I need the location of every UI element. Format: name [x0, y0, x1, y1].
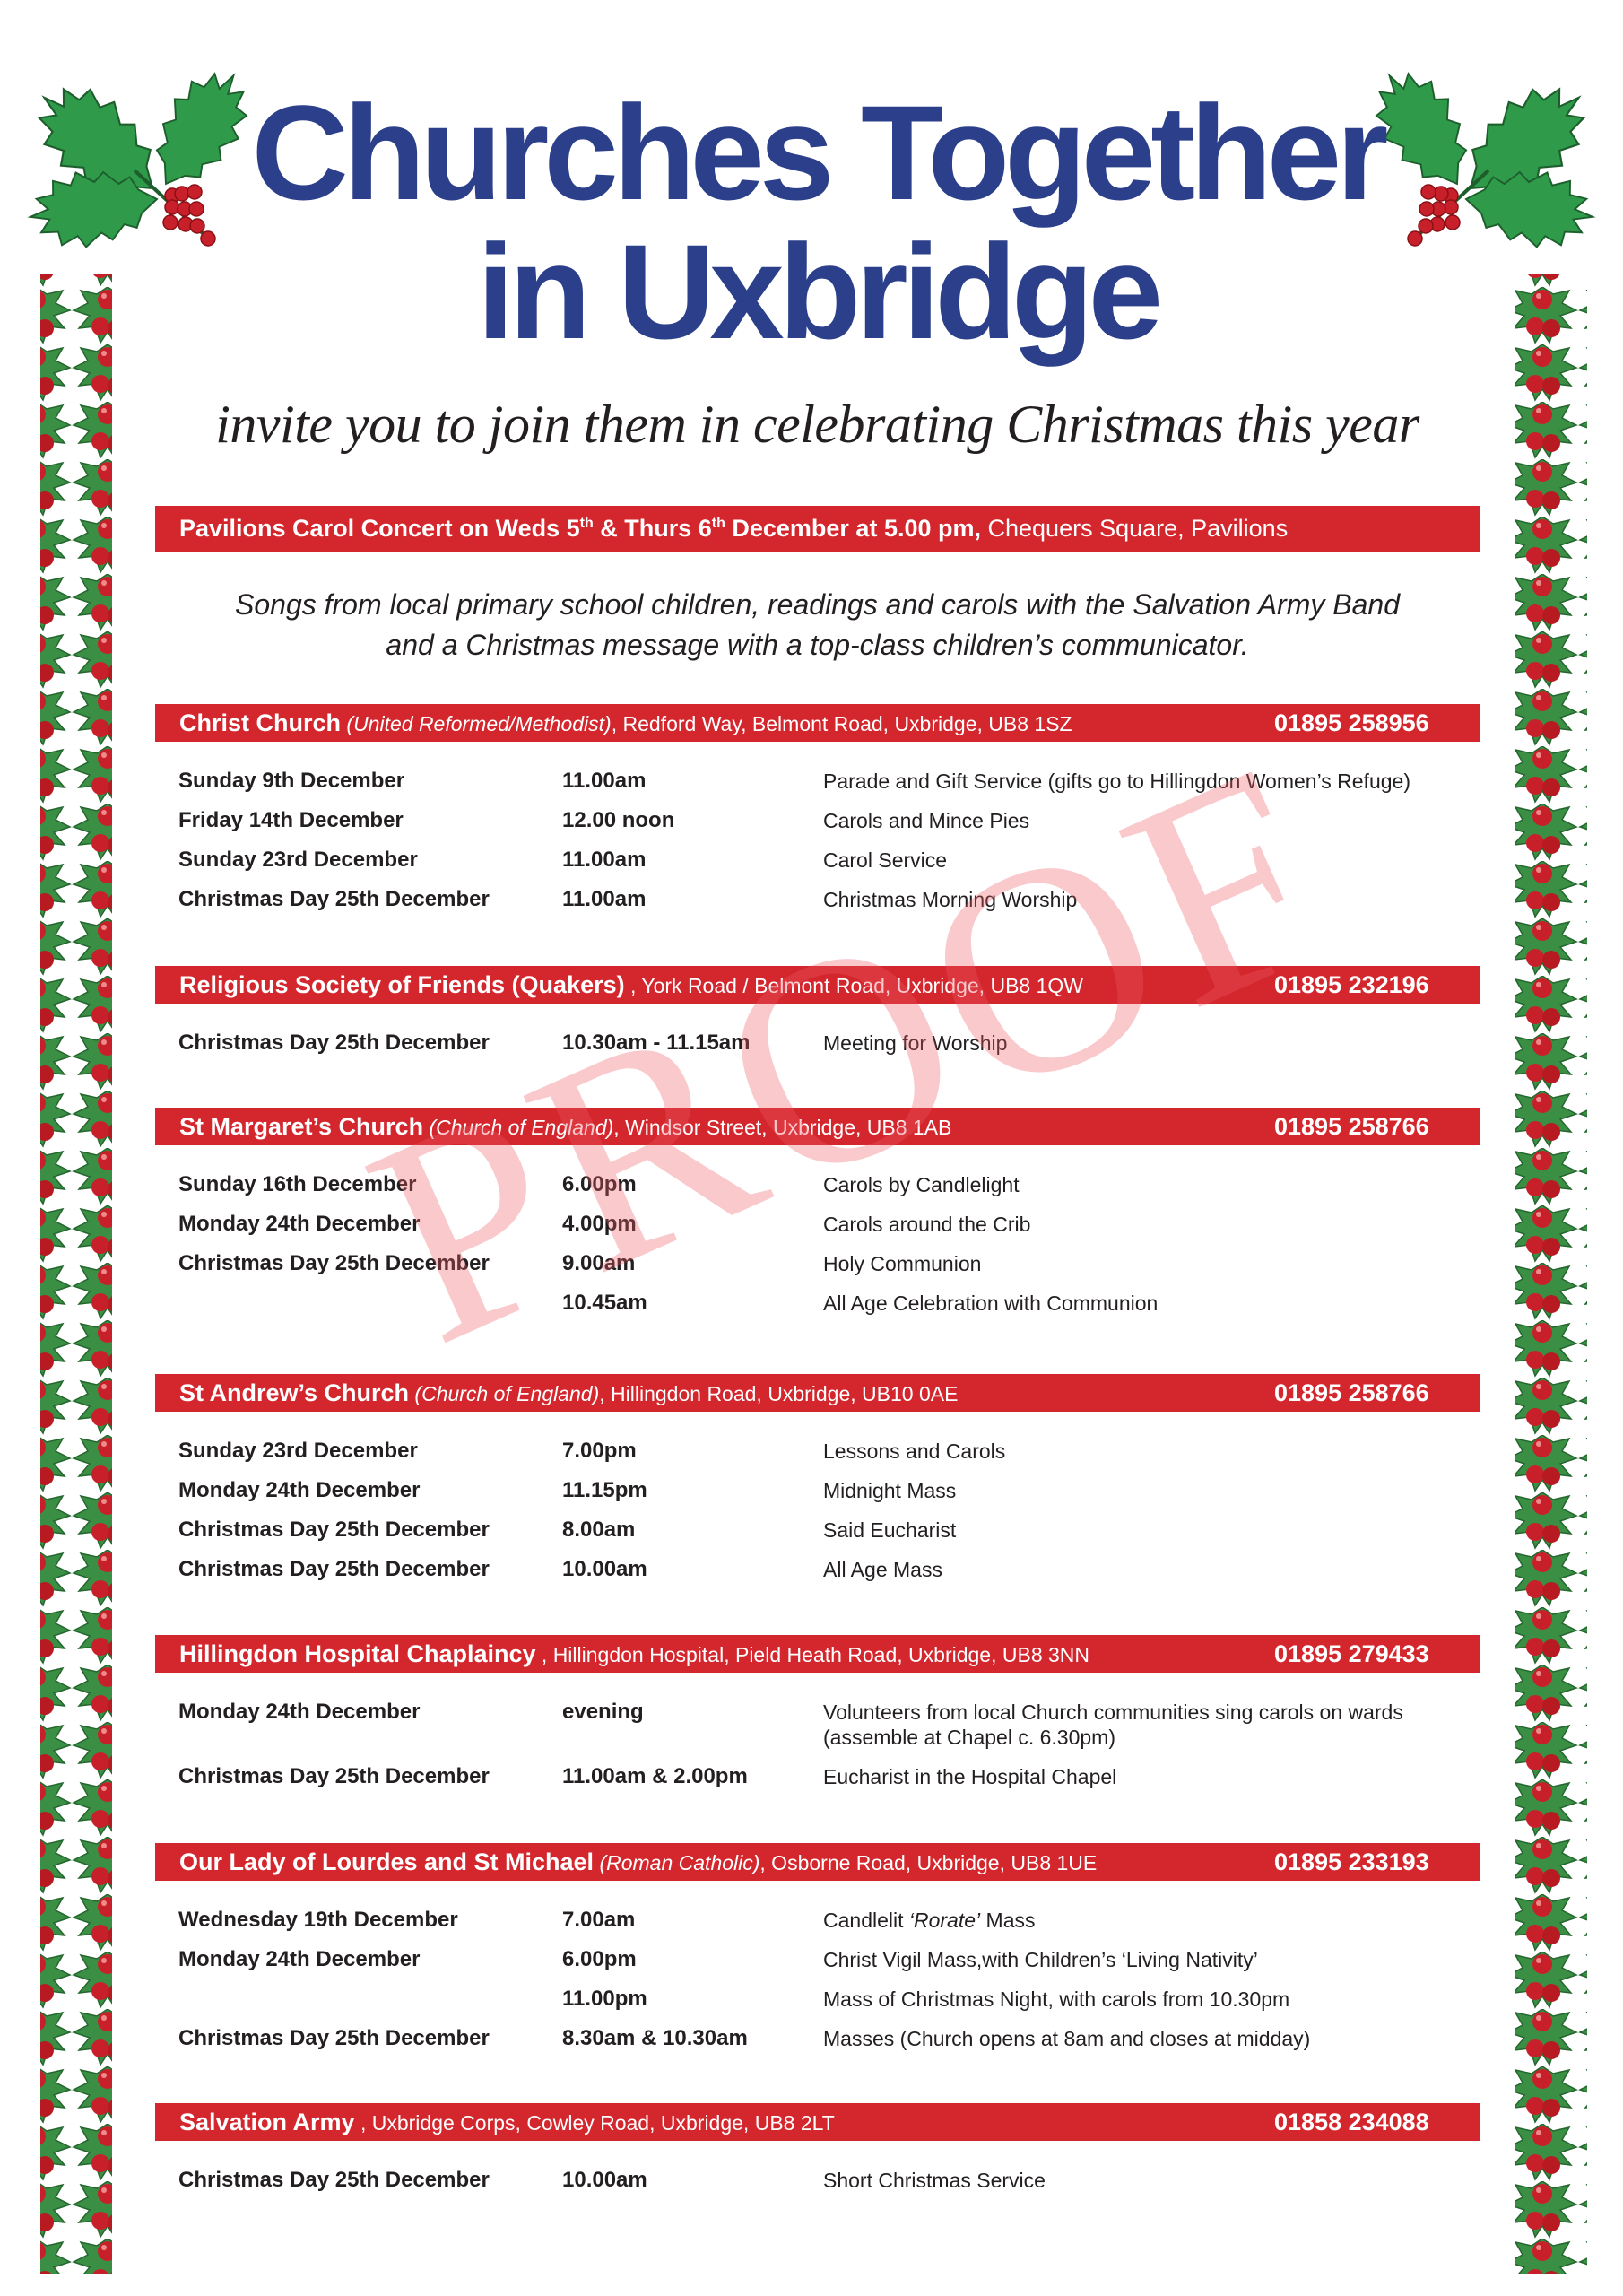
church-phone: 01895 232196: [1274, 970, 1429, 998]
denomination: (Roman Catholic): [599, 1850, 760, 1874]
service-day: Monday 24th December: [178, 1700, 421, 1724]
service-description: Carols around the Crib: [823, 1213, 1031, 1236]
service-description: Midnight Mass: [823, 1479, 957, 1502]
service-description: Holy Communion: [823, 1252, 982, 1275]
service-description: Short Christmas Service: [823, 2169, 1046, 2192]
service-description: Eucharist in the Hospital Chapel: [823, 1765, 1117, 1788]
church-header: St Andrew’s Church (Church of England), …: [155, 1374, 1480, 1412]
service-time: 8.30am & 10.30am: [562, 2026, 748, 2050]
church-phone: 01895 258956: [1274, 709, 1429, 736]
service-day: Christmas Day 25th December: [178, 887, 490, 911]
church-address: , York Road / Belmont Road, Uxbridge, UB…: [630, 973, 1083, 997]
church-address: , Uxbridge Corps, Cowley Road, Uxbridge,…: [360, 2110, 835, 2135]
service-time: 11.00pm: [562, 1987, 647, 2011]
service-day: Friday 14th December: [178, 808, 404, 832]
service-time: 6.00pm: [562, 1172, 637, 1196]
church-header: St Margaret’s Church (Church of England)…: [155, 1108, 1480, 1145]
service-day: Sunday 23rd December: [178, 1439, 418, 1463]
service-description: All Age Celebration with Communion: [823, 1292, 1159, 1315]
service-day: Sunday 9th December: [178, 769, 405, 793]
church-phone: 01895 233193: [1274, 1848, 1429, 1875]
service-time: 4.00pm: [562, 1212, 637, 1236]
title-line1: Churches Together: [251, 77, 1388, 228]
service-description: (assemble at Chapel c. 6.30pm): [823, 1726, 1115, 1749]
service-time: 7.00am: [562, 1908, 636, 1932]
service-description: Masses (Church opens at 8am and closes a…: [823, 2027, 1311, 2050]
service-description: Mass of Christmas Night, with carols fro…: [823, 1987, 1290, 2011]
service-time: 6.00pm: [562, 1947, 637, 1971]
service-day: Christmas Day 25th December: [178, 2026, 490, 2050]
service-description: Carol Service: [823, 848, 948, 872]
denomination: (Church of England): [429, 1115, 614, 1139]
service-day: Monday 24th December: [178, 1478, 421, 1502]
service-description: All Age Mass: [823, 1558, 942, 1581]
service-day: Monday 24th December: [178, 1947, 421, 1971]
tagline: invite you to join them in celebrating C…: [215, 395, 1419, 454]
church-name: St Andrew’s Church: [179, 1378, 410, 1406]
church-header: Our Lady of Lourdes and St Michael (Roma…: [155, 1843, 1480, 1881]
church-name: Our Lady of Lourdes and St Michael: [179, 1848, 595, 1875]
church-address: , Osborne Road, Uxbridge, UB8 1UE: [759, 1850, 1098, 1874]
service-day: Christmas Day 25th December: [178, 1557, 490, 1581]
garland-left: [40, 274, 112, 2274]
church-address: , Windsor Street, Uxbridge, UB8 1AB: [613, 1115, 952, 1139]
church-phone: 01895 258766: [1274, 1378, 1429, 1406]
church-address: , Redford Way, Belmont Road, Uxbridge, U…: [611, 711, 1072, 735]
service-description: Christmas Morning Worship: [823, 888, 1078, 911]
service-day: Sunday 16th December: [178, 1172, 417, 1196]
service-description: Lessons and Carols: [823, 1439, 1006, 1463]
service-time: evening: [562, 1700, 644, 1724]
church-phone: 01858 234088: [1274, 2108, 1429, 2135]
church-phone: 01895 279433: [1274, 1639, 1429, 1667]
denomination: (United Reformed/Methodist): [346, 711, 612, 735]
service-time: 11.00am & 2.00pm: [562, 1764, 748, 1788]
service-day: Christmas Day 25th December: [178, 1518, 490, 1542]
service-time: 10.30am - 11.15am: [562, 1031, 751, 1055]
church-name: Salvation Army: [179, 2108, 355, 2135]
church-header: Religious Society of Friends (Quakers) ,…: [155, 966, 1480, 1004]
church-name: Christ Church: [179, 709, 342, 736]
pavilions-banner: Pavilions Carol Concert on Weds 5th & Th…: [155, 506, 1480, 552]
church-header: Hillingdon Hospital Chaplaincy , Hilling…: [155, 1635, 1480, 1673]
church-address: , Hillingdon Hospital, Pield Heath Road,…: [541, 1642, 1090, 1666]
service-time: 11.00am: [562, 848, 647, 872]
service-time: 7.00pm: [562, 1439, 637, 1463]
service-day: Wednesday 19th December: [178, 1908, 458, 1932]
service-description: Christ Vigil Mass,with Children’s ‘Livin…: [823, 1948, 1258, 1971]
service-time: 12.00 noon: [562, 808, 675, 832]
service-day: Christmas Day 25th December: [178, 1031, 490, 1055]
denomination: (Church of England): [414, 1381, 600, 1405]
service-day: Monday 24th December: [178, 1212, 421, 1236]
service-time: 8.00am: [562, 1518, 636, 1542]
service-description: Carols and Mince Pies: [823, 809, 1030, 832]
service-time: 11.00am: [562, 769, 647, 793]
service-time: 11.00am: [562, 887, 647, 911]
church-name: Religious Society of Friends (Quakers): [179, 970, 625, 998]
service-day: Sunday 23rd December: [178, 848, 418, 872]
church-address: , Hillingdon Road, Uxbridge, UB10 0AE: [599, 1381, 959, 1405]
church-name: St Margaret’s Church: [179, 1112, 424, 1140]
service-description: Meeting for Worship: [823, 1031, 1008, 1055]
service-time: 11.15pm: [562, 1478, 647, 1502]
service-time: 10.00am: [562, 1557, 647, 1581]
service-day: Christmas Day 25th December: [178, 1764, 490, 1788]
church-header: Salvation Army , Uxbridge Corps, Cowley …: [155, 2103, 1480, 2141]
service-description: Volunteers from local Church communities…: [823, 1700, 1403, 1724]
title-line2: in Uxbridge: [476, 216, 1163, 367]
service-day: Christmas Day 25th December: [178, 2168, 490, 2192]
service-time: 9.00am: [562, 1251, 636, 1275]
service-description: Carols by Candlelight: [823, 1173, 1020, 1196]
pavilions-description: Songs from local primary school children…: [235, 588, 1400, 661]
service-time: 10.45am: [562, 1291, 647, 1315]
church-header: Christ Church (United Reformed/Methodist…: [155, 704, 1480, 742]
service-day: Christmas Day 25th December: [178, 1251, 490, 1275]
garland-right: [1515, 274, 1587, 2274]
church-phone: 01895 258766: [1274, 1112, 1429, 1140]
service-time: 10.00am: [562, 2168, 647, 2192]
church-name: Hillingdon Hospital Chaplaincy: [179, 1639, 536, 1667]
service-description: Parade and Gift Service (gifts go to Hil…: [823, 770, 1410, 793]
service-description: Said Eucharist: [823, 1518, 957, 1542]
service-description: Candlelit ‘Rorate’ Mass: [823, 1909, 1036, 1932]
